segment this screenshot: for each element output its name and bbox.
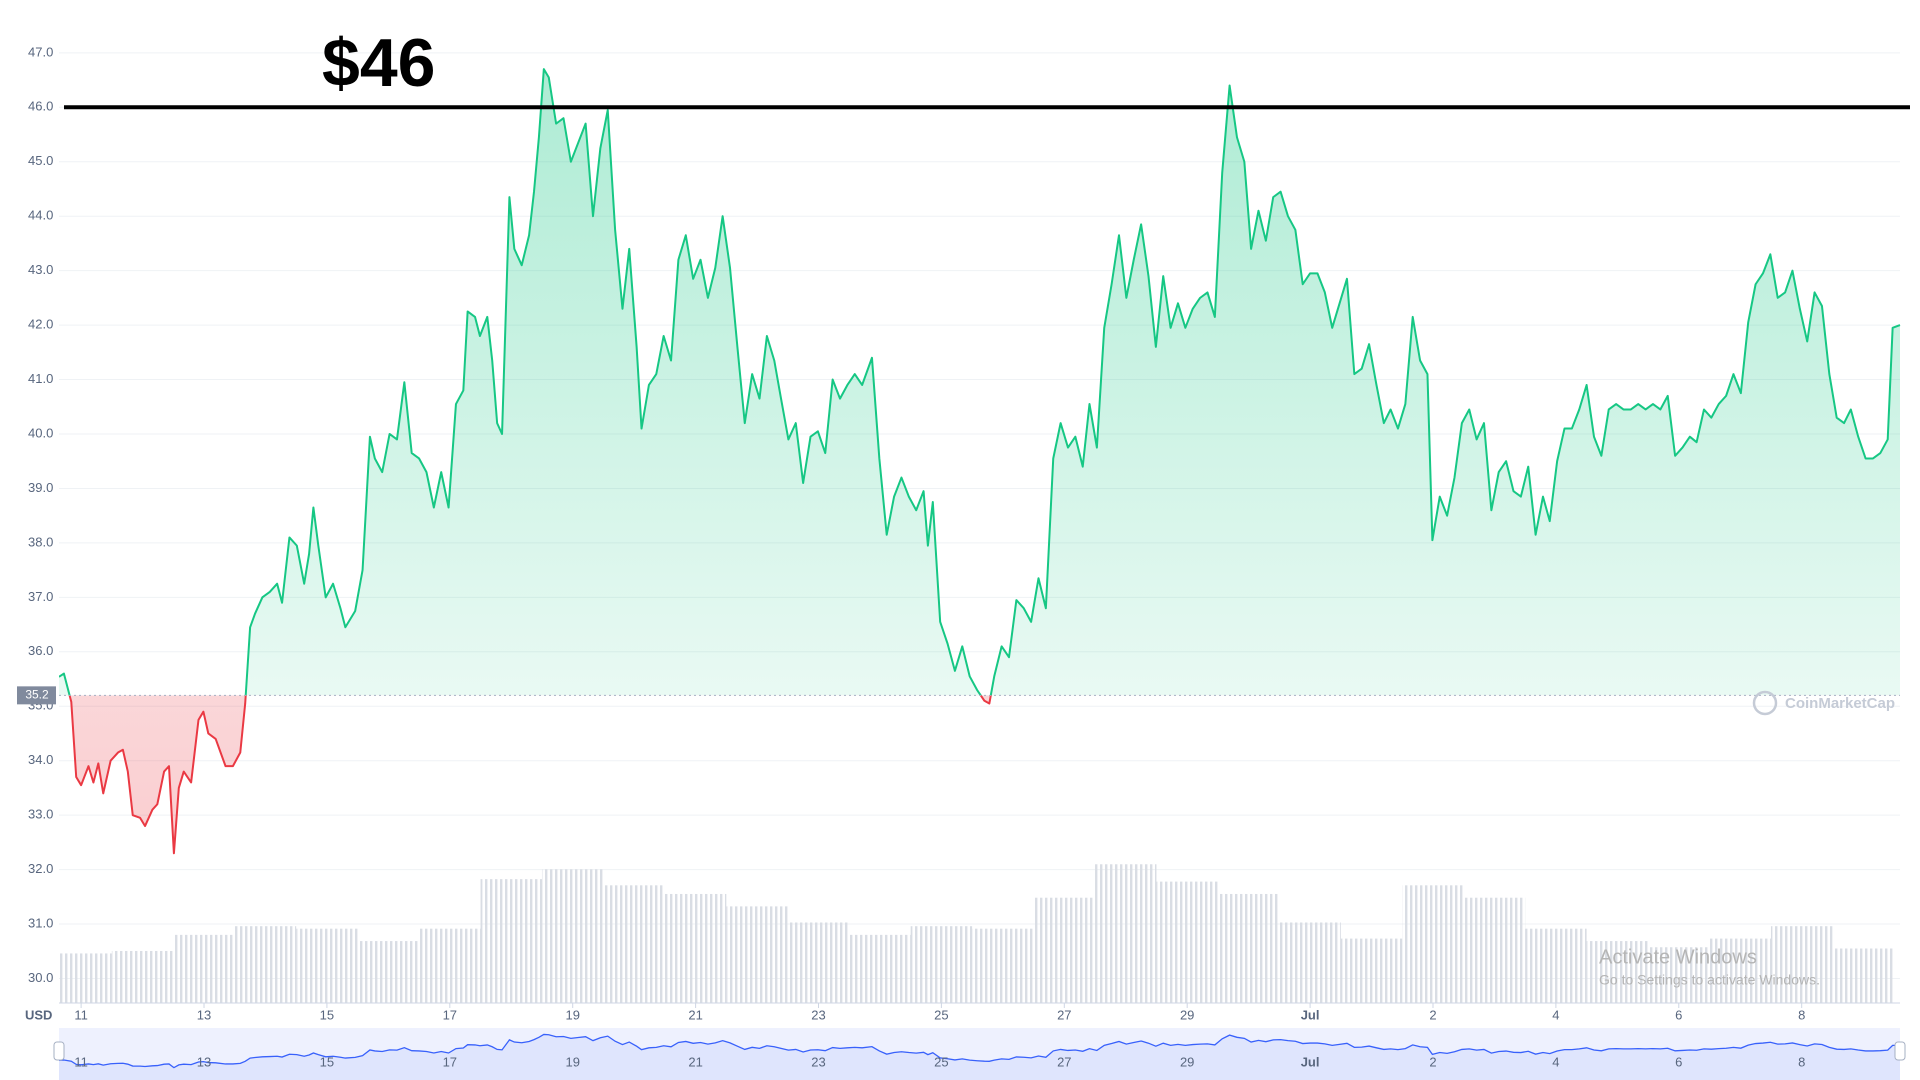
x-tick-label: 6 xyxy=(1675,1007,1682,1022)
area-up xyxy=(59,69,1900,696)
y-tick-label: 33.0 xyxy=(28,807,53,822)
area-down xyxy=(69,695,991,854)
volume-bar xyxy=(1340,938,1403,1003)
navigator-tick-label: 8 xyxy=(1798,1054,1805,1069)
baseline-label: 35.2 xyxy=(25,688,49,702)
volume-bar xyxy=(1217,893,1280,1003)
volume-bar xyxy=(664,893,727,1003)
volume-bar xyxy=(59,953,112,1003)
volume-bar xyxy=(480,879,542,1003)
volume-bar xyxy=(603,885,665,1003)
x-tick-label: 4 xyxy=(1552,1007,1559,1022)
x-tick-label: 8 xyxy=(1798,1007,1805,1022)
watermark: CoinMarketCap xyxy=(1785,695,1895,712)
overlay-layer: $46 CoinMarketCap Activate Windows Go to Se… xyxy=(64,25,1910,988)
navigator-tick-label: 23 xyxy=(811,1054,825,1069)
volume-bar xyxy=(1770,926,1833,1003)
navigator-tick-label: Jul xyxy=(1301,1054,1320,1069)
annotation-label: $46 xyxy=(322,25,435,101)
axis-unit: USD xyxy=(25,1007,52,1022)
y-tick-label: 46.0 xyxy=(28,99,53,114)
volume-bar xyxy=(1586,941,1649,1003)
y-tick-label: 40.0 xyxy=(28,425,53,440)
volume-bar xyxy=(357,941,420,1003)
x-tick-label: 21 xyxy=(688,1007,702,1022)
volume-bar xyxy=(173,934,235,1003)
y-tick-label: 42.0 xyxy=(28,317,53,332)
volume-bar xyxy=(1033,897,1096,1003)
x-tick-label: 11 xyxy=(74,1007,88,1022)
volume xyxy=(59,864,1894,1003)
volume-bar xyxy=(849,934,911,1003)
y-tick-label: 36.0 xyxy=(28,643,53,658)
watermark-logo xyxy=(1752,690,1778,716)
y-tick-label: 44.0 xyxy=(28,208,53,223)
x-tick-label: 2 xyxy=(1429,1007,1436,1022)
volume-bar xyxy=(1832,948,1894,1003)
x-tick-label: 27 xyxy=(1057,1007,1071,1022)
price xyxy=(59,68,1901,855)
volume-bar xyxy=(111,950,174,1003)
navigator-handle xyxy=(53,1041,65,1061)
y-tick-label: 43.0 xyxy=(28,262,53,277)
volume-bar xyxy=(1463,897,1526,1003)
volume-bar xyxy=(419,928,481,1003)
navigator-tick-label: 6 xyxy=(1675,1054,1682,1069)
x-tick-label: 25 xyxy=(934,1007,948,1022)
navigator-tick-label: 19 xyxy=(565,1054,579,1069)
navigator-handle xyxy=(1894,1041,1906,1061)
y-tick-label: 38.0 xyxy=(28,534,53,549)
volume-bar xyxy=(1709,938,1771,1003)
x-tick-label: 19 xyxy=(565,1007,579,1022)
x-tick-label: 29 xyxy=(1180,1007,1194,1022)
navigator-tick-label: 13 xyxy=(197,1054,211,1069)
navigator-tick-label: 11 xyxy=(74,1054,88,1069)
baseline-tag xyxy=(17,686,56,705)
navigator-area xyxy=(59,1034,1900,1080)
navigator: 11 13 15 17 19 21 23 25 27 29 Jul 2 4 6 8 xyxy=(53,1028,1906,1080)
y-tick-label: 30.0 xyxy=(28,970,53,985)
watermark-icon xyxy=(1752,690,1778,716)
activation-subtitle: Go to Settings to activate Windows. xyxy=(1599,972,1820,988)
x-tick-label: 17 xyxy=(443,1007,457,1022)
x-tick-label: Jul xyxy=(1301,1007,1320,1022)
volume-bar xyxy=(234,926,297,1003)
volume-bar xyxy=(726,906,788,1003)
navigator-tick-label: 2 xyxy=(1429,1054,1436,1069)
navigator-tick-label: 29 xyxy=(1180,1054,1194,1069)
activation-title: Activate Windows xyxy=(1599,946,1757,968)
volume-bar xyxy=(787,922,850,1003)
x-tick-label: 13 xyxy=(197,1007,211,1022)
volume-bar xyxy=(910,926,973,1003)
volume-bar xyxy=(1156,881,1218,1003)
y-tick-label: 45.0 xyxy=(28,153,53,168)
navigator-tick-label: 17 xyxy=(443,1054,457,1069)
y-tick-label: 34.0 xyxy=(28,752,53,767)
volume-bar xyxy=(541,869,604,1003)
volume-bar xyxy=(1095,864,1157,1003)
navigator-tick-label: 21 xyxy=(688,1054,702,1069)
price-line-up xyxy=(59,68,1901,696)
y-tick-label: 39.0 xyxy=(28,480,53,495)
x-tick-label: 23 xyxy=(811,1007,825,1022)
axes: 30.031.032.033.034.035.036.037.038.039.0… xyxy=(17,44,1900,1022)
y-tick-label: 31.0 xyxy=(28,915,53,930)
navigator-tick-label: 25 xyxy=(934,1054,948,1069)
y-tick-label: 37.0 xyxy=(28,589,53,604)
volume-bar xyxy=(1525,928,1587,1003)
navigator-tick-label: 15 xyxy=(320,1054,334,1069)
y-tick-label: 41.0 xyxy=(28,371,53,386)
navigator-tick-label: 4 xyxy=(1552,1054,1559,1069)
volume-bar xyxy=(972,928,1034,1003)
y-tick-label: 32.0 xyxy=(28,861,53,876)
y-tick-label: 47.0 xyxy=(28,44,53,59)
volume-bar xyxy=(296,928,358,1003)
volume-bar xyxy=(1648,947,1710,1003)
volume-bar xyxy=(1402,885,1464,1003)
volume-bar xyxy=(1279,922,1341,1003)
navigator-tick-label: 27 xyxy=(1057,1054,1071,1069)
navigator-line xyxy=(58,1033,1901,1069)
x-tick-label: 15 xyxy=(320,1007,334,1022)
